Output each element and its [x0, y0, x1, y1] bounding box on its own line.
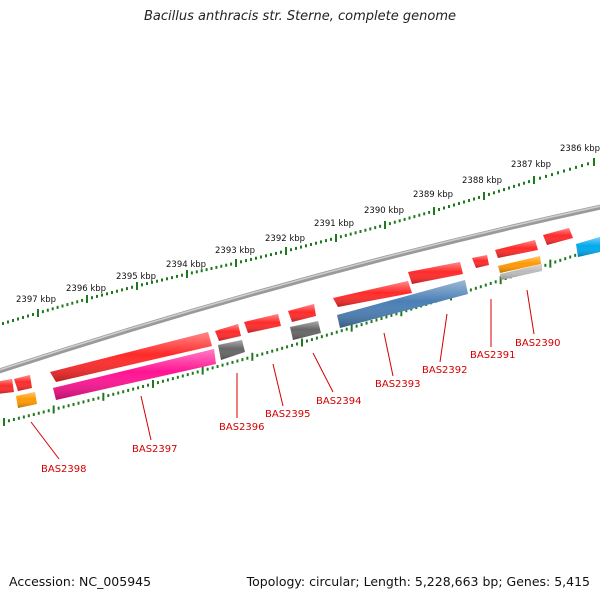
scale-label: 2390 kbp [364, 206, 404, 216]
gene-label[interactable]: BAS2391 [470, 350, 516, 361]
feature-shading [337, 280, 468, 328]
feature-shading [498, 256, 541, 273]
gene-label[interactable]: BAS2395 [265, 409, 311, 420]
feature-shading [543, 228, 573, 245]
feature-shading [472, 255, 489, 268]
scale-label: 2395 kbp [116, 272, 156, 282]
feature-shading [215, 324, 241, 341]
label-leader-line [526, 289, 535, 335]
feature-shading [408, 262, 463, 284]
gene-label[interactable]: BAS2390 [515, 338, 561, 349]
feature-shading [53, 349, 216, 400]
feature-shading [333, 281, 412, 307]
scale-label: 2396 kbp [66, 284, 106, 294]
gene-label[interactable]: BAS2393 [375, 379, 421, 390]
scale-label: 2389 kbp [413, 190, 453, 200]
feature-shading [218, 340, 245, 360]
scale-label: 2387 kbp [511, 160, 551, 170]
gene-label[interactable]: BAS2396 [219, 422, 265, 433]
backbone-arc [0, 204, 600, 374]
label-leader-line [439, 313, 448, 363]
feature-shading [0, 379, 14, 394]
gene-label[interactable]: BAS2392 [422, 365, 468, 376]
scale-label: 2397 kbp [16, 295, 56, 305]
scale-label: 2394 kbp [166, 260, 206, 270]
scale-label: 2391 kbp [314, 219, 354, 229]
genome-backbone [0, 204, 600, 374]
label-leader-line [383, 332, 394, 377]
feature-shading [288, 304, 316, 322]
genome-summary-text: Topology: circular; Length: 5,228,663 bp… [246, 574, 590, 589]
feature-shading [50, 332, 212, 382]
genome-title: Bacillus anthracis str. Sterne, complete… [144, 9, 456, 24]
scale-label: 2393 kbp [215, 246, 255, 256]
feature-shading [244, 314, 281, 333]
feature-shading [290, 321, 321, 340]
feature-shading [14, 375, 32, 391]
gene-label[interactable]: BAS2394 [316, 396, 362, 407]
label-leader-line [272, 363, 284, 407]
feature-shading [500, 264, 542, 280]
label-leader-line [140, 395, 152, 441]
label-leader-line [312, 352, 334, 393]
feature-shading [576, 237, 600, 257]
scale-label: 2386 kbp [560, 144, 600, 154]
gene-label[interactable]: BAS2398 [41, 464, 87, 475]
label-leader-line [30, 421, 60, 460]
outer-scale-ruler: 2386 kbp 2387 kbp 2388 kbp 2389 kbp 2390 kbp… [2, 144, 600, 325]
scale-label: 2388 kbp [462, 176, 502, 186]
feature-shading [16, 392, 37, 408]
feature-track [0, 228, 600, 408]
accession-text: Accession: NC_005945 [9, 574, 152, 589]
scale-label: 2392 kbp [265, 234, 305, 244]
gene-label[interactable]: BAS2397 [132, 444, 178, 455]
feature-shading [495, 240, 538, 258]
backbone-highlight [0, 205, 600, 371]
